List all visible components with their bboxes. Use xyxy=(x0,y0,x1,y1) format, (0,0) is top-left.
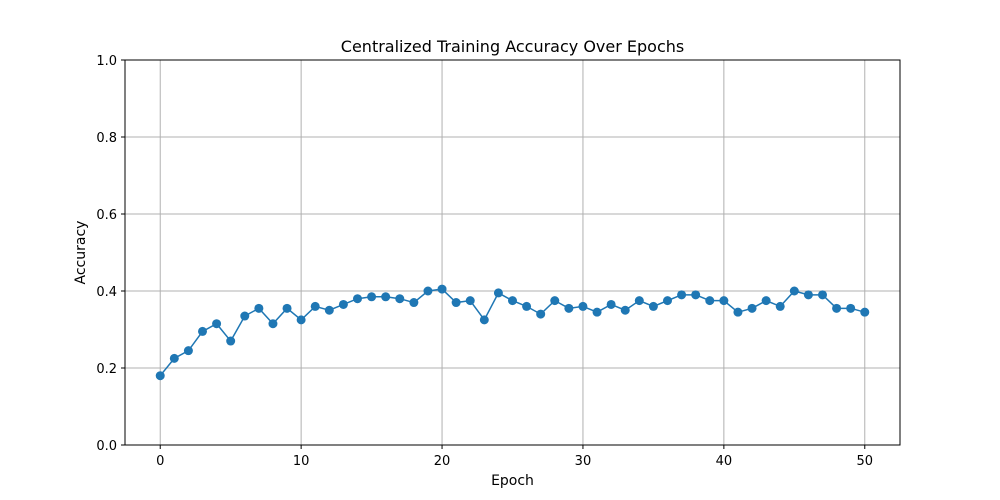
data-point xyxy=(719,296,729,306)
x-tick-label: 20 xyxy=(434,454,451,469)
data-point xyxy=(296,315,306,325)
data-point xyxy=(226,336,236,346)
data-point xyxy=(846,303,856,313)
data-point xyxy=(634,296,644,306)
data-point xyxy=(775,301,785,311)
data-point xyxy=(183,346,193,356)
data-point xyxy=(663,296,672,306)
data-point xyxy=(367,292,377,302)
data-point xyxy=(691,290,701,300)
data-point xyxy=(198,326,207,336)
y-tick-label: 0.4 xyxy=(96,285,117,300)
data-point xyxy=(592,307,602,317)
data-point xyxy=(268,319,278,329)
data-point xyxy=(705,296,715,306)
y-tick-label: 0.6 xyxy=(96,208,117,223)
x-tick-label: 10 xyxy=(293,454,310,469)
data-point xyxy=(437,284,447,294)
data-point xyxy=(648,301,658,311)
data-point xyxy=(578,301,588,311)
data-point xyxy=(169,353,179,363)
data-point xyxy=(818,290,827,300)
data-point xyxy=(564,303,574,313)
data-point xyxy=(338,299,348,309)
data-point xyxy=(310,301,320,311)
data-point xyxy=(155,371,165,381)
data-point xyxy=(536,309,546,319)
data-point xyxy=(493,288,503,298)
data-point xyxy=(240,311,250,321)
data-point xyxy=(395,294,405,304)
y-tick-label: 0.8 xyxy=(96,131,117,146)
data-point xyxy=(860,307,870,317)
data-point xyxy=(747,303,757,313)
plot-frame xyxy=(124,59,901,446)
data-point xyxy=(789,286,799,296)
data-point xyxy=(677,290,687,300)
data-point xyxy=(832,303,842,313)
data-point xyxy=(451,298,461,308)
y-axis-label: Accuracy xyxy=(73,221,89,285)
data-point xyxy=(508,296,517,306)
x-tick-label: 50 xyxy=(856,454,873,469)
data-point xyxy=(353,294,362,304)
data-point xyxy=(522,301,532,311)
data-point xyxy=(620,305,630,315)
x-tick-label: 30 xyxy=(575,454,592,469)
data-point xyxy=(381,292,391,302)
data-point xyxy=(550,296,560,306)
ticks: 0 10 20 30 40 50 0.0 0.2 0.4 0.6 0.8 1.0 xyxy=(96,54,873,469)
x-axis-label: Epoch xyxy=(491,473,534,489)
x-tick-label: 40 xyxy=(716,454,733,469)
x-tick-label: 0 xyxy=(156,454,164,469)
data-point xyxy=(479,315,489,325)
chart-title: Centralized Training Accuracy Over Epoch… xyxy=(341,37,684,56)
data-point xyxy=(324,305,334,315)
data-point xyxy=(423,286,433,296)
y-tick-label: 0.2 xyxy=(96,362,117,377)
data-point xyxy=(254,303,264,313)
data-point xyxy=(282,303,292,313)
y-tick-label: 1.0 xyxy=(96,54,117,69)
data-point xyxy=(606,299,616,309)
series-layer xyxy=(155,284,870,381)
data-point xyxy=(465,296,475,306)
data-point xyxy=(409,298,419,308)
data-point xyxy=(803,290,813,300)
y-tick-label: 0.0 xyxy=(96,439,117,454)
data-point xyxy=(212,319,222,329)
data-point xyxy=(733,307,743,317)
data-point xyxy=(761,296,771,306)
